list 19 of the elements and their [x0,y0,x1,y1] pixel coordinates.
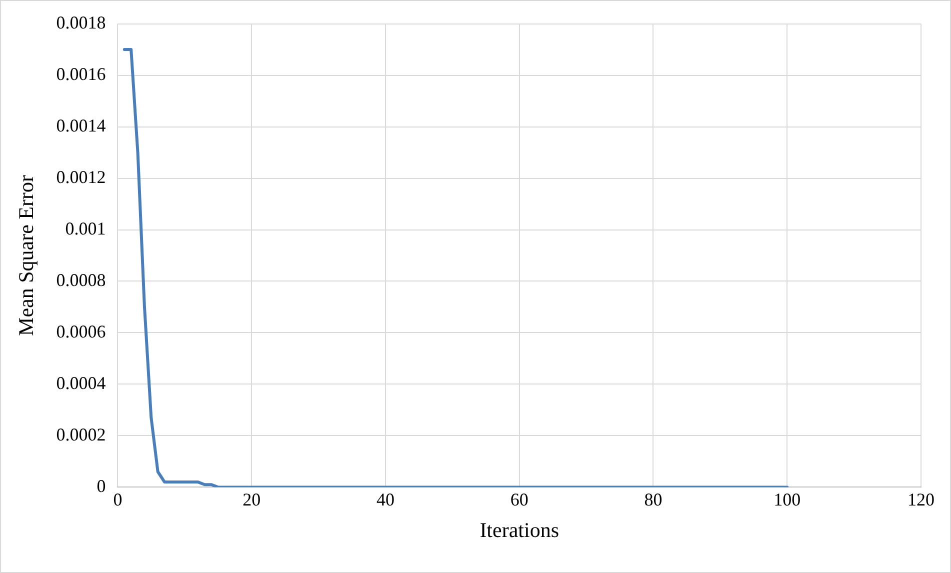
y-axis-title: Mean Square Error [14,175,38,336]
y-tick-label: 0.0012 [56,167,106,187]
y-tick-label: 0.0018 [56,12,106,33]
y-tick-label: 0.0004 [56,372,106,393]
x-tick-label: 0 [113,490,122,510]
y-tick-label: 0.0008 [56,270,106,290]
x-tick-label: 100 [774,490,801,510]
x-tick-label: 60 [510,490,528,510]
y-tick-label: 0.001 [65,218,106,238]
x-tick-label: 40 [376,490,394,510]
y-tick-label: 0.0016 [56,64,106,84]
y-tick-label: 0 [96,476,106,496]
x-tick-label: 20 [242,490,261,510]
y-tick-label: 0.0006 [56,321,106,342]
y-tick-label: 0.0014 [56,116,106,136]
y-tick-label: 0.0002 [56,424,106,444]
x-axis-title: Iterations [480,518,560,542]
x-tick-label: 80 [644,490,662,510]
x-tick-label: 120 [908,490,934,510]
